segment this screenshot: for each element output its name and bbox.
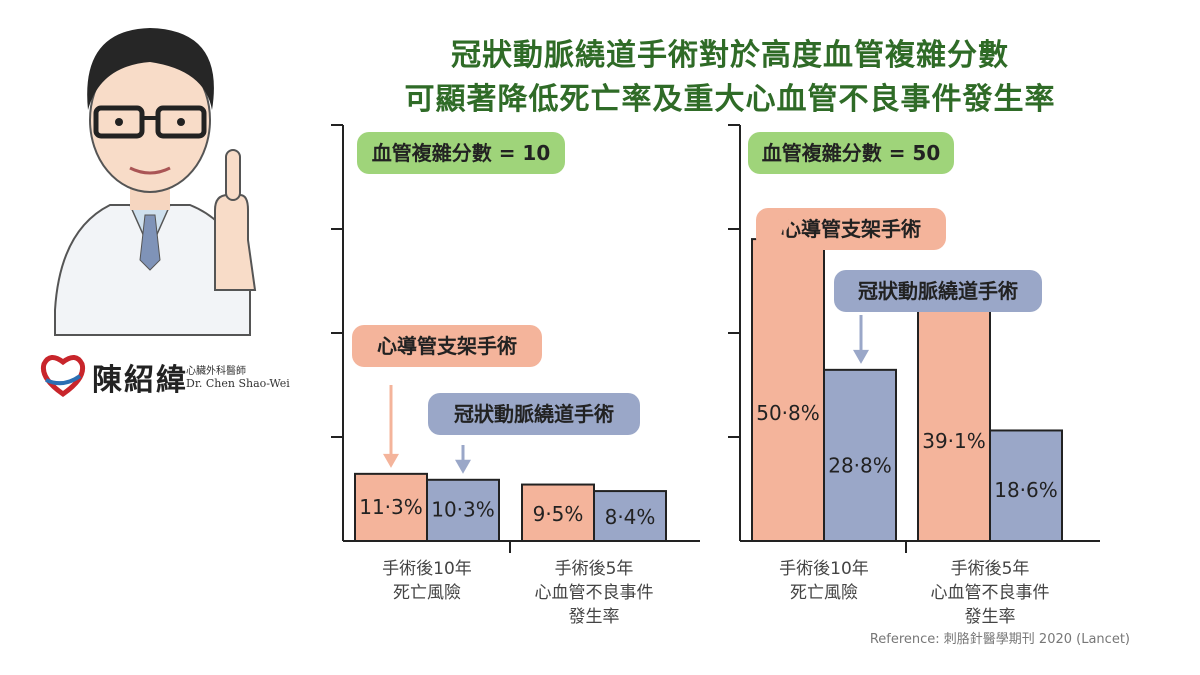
panel1-category-label: 手術後5年 [555,559,634,579]
panel1-bar [354,472,428,542]
panel2-category-label: 死亡風險 [790,583,858,603]
panel2-stent-arrow-head [777,219,793,234]
panel1-score-badge-text: 血管複雜分數 = 10 [372,141,551,165]
panel1-category-label: 手術後10年 [382,559,472,579]
panel1-data-label: 11·3% [359,495,423,519]
panel2-category-label: 手術後10年 [779,559,869,579]
panel2-bar [917,307,991,542]
panel1-score-badge-bg [357,132,565,174]
panel1-cabg-badge-bg [428,393,640,435]
panel2-cabg-badge-bg [834,270,1042,312]
doctor-name-en: Dr. Chen Shao-Wei [186,377,290,390]
panel2-category-label: 手術後5年 [951,559,1030,579]
panel1-bar [426,478,500,543]
panel2-bar [751,238,825,543]
panel2-score-badge: 血管複雜分數 = 50 [748,132,954,174]
panel1-cabg-badge-text: 冠狀動脈繞道手術 [454,402,614,426]
panel2-data-label: 18·6% [994,478,1058,502]
panel2-score-badge-bg [748,132,954,174]
panel2-data-label: 50·8% [756,401,820,425]
panel2-stent-badge-bg [756,208,946,250]
panel1-stent-arrow-head [383,453,399,468]
panel2-category-label: 發生率 [965,607,1016,627]
chart-title-line2: 可顯著降低死亡率及重大心血管不良事件發生率 [404,82,1056,117]
panel1-bar [593,490,667,542]
panel2-bar [823,368,897,542]
panel1-data-label: 9·5% [533,502,584,526]
chart-title-line1: 冠狀動脈繞道手術對於高度血管複雜分數 [451,38,1009,73]
reference-note: Reference: 刺胳針醫學期刊 2020 (Lancet) [869,632,1130,647]
panel1-stent-badge-text: 心導管支架手術 [377,334,517,358]
panel1-cabg-arrow-head [455,459,471,474]
doctor-title: 心臟外科醫師 [186,366,246,377]
panel2-stent-badge-text: 心導管支架手術 [781,217,921,241]
panel2-category-label: 心血管不良事件 [931,583,1050,603]
panel2-data-label: 39·1% [922,429,986,453]
doctor-name: 陳紹緯 [92,363,188,398]
panel2-cabg-arrow-head [853,349,869,364]
panel1-bar [521,483,595,542]
heart-logo-icon [40,355,86,398]
panel2-cabg-badge: 冠狀動脈繞道手術 [834,270,1042,312]
panel1-category-label: 發生率 [569,607,620,627]
panel2-bar [989,429,1063,542]
panel1-cabg-badge: 冠狀動脈繞道手術 [428,393,640,435]
panel2-score-badge-text: 血管複雜分數 = 50 [762,141,941,165]
doctor-illustration [54,28,257,336]
panel2-cabg-badge-text: 冠狀動脈繞道手術 [858,279,1018,303]
panel2-data-label: 28·8% [828,454,892,478]
panel1-score-badge: 血管複雜分數 = 10 [357,132,565,174]
panel1-category-label: 死亡風險 [393,583,461,603]
panel1-data-label: 8·4% [605,505,656,529]
panel2-stent-badge: 心導管支架手術 [756,208,946,250]
panel1-category-label: 心血管不良事件 [535,583,654,603]
panel1-data-label: 10·3% [431,498,495,522]
panel1-stent-badge: 心導管支架手術 [352,325,542,367]
panel1-stent-badge-bg [352,325,542,367]
